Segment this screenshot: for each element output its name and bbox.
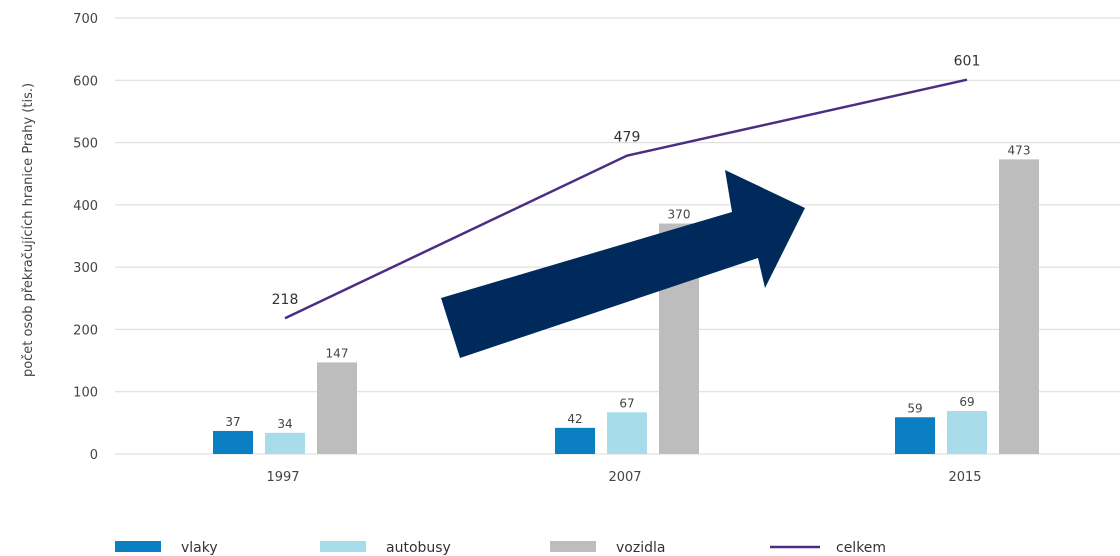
bar-value-label: 37 [225, 415, 240, 429]
y-tick-label: 700 [73, 12, 98, 27]
legend-label-celkem: celkem [836, 540, 886, 556]
y-tick-label: 300 [73, 261, 98, 276]
bar-value-label: 370 [668, 208, 691, 222]
line-celkem [284, 78, 968, 320]
trend-arrow [441, 170, 805, 358]
bar-value-label: 59 [907, 401, 922, 415]
gridlines [115, 17, 1120, 455]
bar-value-label: 42 [567, 412, 582, 426]
x-tick-label: 1997 [266, 470, 299, 485]
bar-value-label: 67 [619, 396, 634, 410]
bar-value-label: 473 [1008, 143, 1031, 157]
y-tick-label: 500 [73, 137, 98, 152]
legend: vlaky autobusy vozidla celkem [115, 540, 886, 556]
y-axis-ticks: 0 100 200 300 400 500 600 700 [73, 12, 98, 463]
legend-label-vlaky: vlaky [181, 540, 218, 556]
bar-value-label: 69 [959, 395, 974, 409]
bar-autobusy [265, 432, 305, 454]
bar-vozidla [317, 362, 357, 454]
bar-vlaky [555, 427, 595, 454]
bar-value-label: 147 [326, 346, 349, 360]
bar-vlaky [213, 430, 253, 454]
legend-swatch-vlaky [115, 541, 161, 552]
line-value-label: 601 [954, 54, 981, 70]
bar-autobusy [947, 411, 987, 454]
y-axis-label: počet osob překračujících hranice Prahy … [21, 83, 36, 377]
line-value-label: 479 [614, 130, 641, 146]
legend-swatch-autobusy [320, 541, 366, 552]
bar-vozidla [999, 159, 1039, 455]
bar-autobusy [607, 412, 647, 454]
x-tick-label: 2015 [948, 470, 981, 485]
line-value-label: 218 [272, 292, 299, 308]
y-tick-label: 100 [73, 386, 98, 401]
total-line: 218 479 601 [272, 54, 981, 320]
y-tick-label: 600 [73, 74, 98, 89]
y-tick-label: 400 [73, 199, 98, 214]
y-tick-label: 200 [73, 323, 98, 338]
bars: 37 42 59 34 67 69 147 370 473 [213, 143, 1039, 455]
legend-label-autobusy: autobusy [386, 540, 451, 556]
y-tick-label: 0 [90, 448, 98, 463]
bar-vlaky [895, 417, 935, 454]
x-tick-label: 2007 [608, 470, 641, 485]
legend-swatch-vozidla [550, 541, 596, 552]
bar-value-label: 34 [277, 417, 292, 431]
legend-label-vozidla: vozidla [616, 540, 665, 556]
x-axis-labels: 1997 2007 2015 [266, 470, 981, 485]
